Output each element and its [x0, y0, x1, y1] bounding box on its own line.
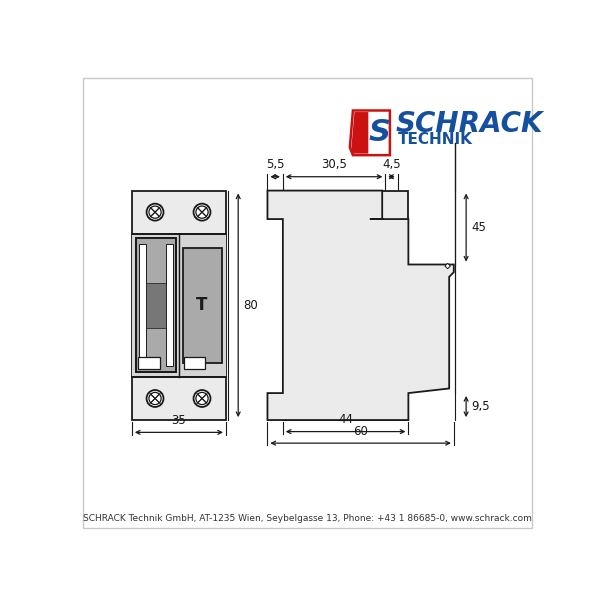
Bar: [283, 191, 409, 420]
Circle shape: [194, 203, 211, 221]
Text: 35: 35: [172, 414, 186, 427]
Bar: [183, 248, 222, 363]
Text: 30,5: 30,5: [321, 158, 347, 172]
Text: 60: 60: [353, 425, 368, 438]
Text: SCHRACK Technik GmbH, AT-1235 Wien, Seybelgasse 13, Phone: +43 1 86685-0, www.sc: SCHRACK Technik GmbH, AT-1235 Wien, Seyb…: [83, 514, 532, 523]
Polygon shape: [350, 110, 390, 155]
Bar: [146, 283, 166, 328]
Bar: [445, 263, 451, 269]
Text: T: T: [196, 296, 208, 314]
Bar: [166, 244, 173, 366]
Polygon shape: [352, 112, 368, 154]
Text: 44: 44: [338, 413, 353, 426]
Bar: [132, 234, 226, 377]
Circle shape: [149, 392, 161, 404]
Text: SCHRACK: SCHRACK: [396, 110, 544, 137]
Bar: [139, 244, 146, 366]
Text: 4,5: 4,5: [382, 158, 401, 172]
Circle shape: [146, 203, 164, 221]
Bar: [136, 238, 176, 372]
Bar: [138, 357, 160, 369]
Text: 9,5: 9,5: [472, 400, 490, 413]
Bar: [136, 238, 176, 372]
Bar: [184, 357, 205, 369]
Circle shape: [194, 390, 211, 407]
Text: TECHNIK: TECHNIK: [398, 132, 472, 147]
Circle shape: [196, 206, 208, 218]
Text: S: S: [368, 118, 390, 148]
Circle shape: [196, 392, 208, 404]
Polygon shape: [268, 191, 454, 420]
Text: 45: 45: [472, 221, 487, 234]
Text: 80: 80: [244, 299, 259, 312]
Bar: [132, 191, 226, 420]
Text: 5,5: 5,5: [266, 158, 284, 172]
Circle shape: [149, 206, 161, 218]
Circle shape: [146, 390, 164, 407]
